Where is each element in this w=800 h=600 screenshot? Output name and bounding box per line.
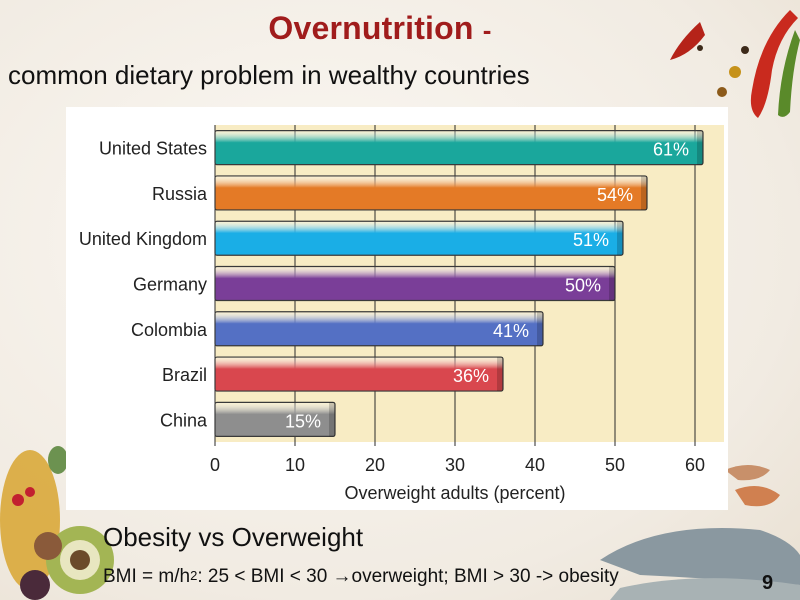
bmi-formula-rest: : 25 < BMI < 30 →overweight; BMI > 30 ->… bbox=[197, 566, 619, 587]
bmi-formula-exponent: 2 bbox=[190, 568, 198, 583]
bar-end-shade bbox=[497, 357, 503, 392]
bar bbox=[214, 130, 704, 166]
bar-value-label: 36% bbox=[453, 366, 489, 386]
x-tick-label: 50 bbox=[605, 455, 625, 475]
bar-value-label: 61% bbox=[653, 140, 689, 160]
category-label: United States bbox=[99, 139, 207, 159]
category-label: United Kingdom bbox=[79, 229, 207, 249]
slide-title-text: Overnutrition bbox=[268, 10, 474, 46]
bar bbox=[214, 311, 544, 347]
x-axis-label: Overweight adults (percent) bbox=[344, 483, 565, 503]
bar-chart-panel: 61% United States 54% Russia 51% United Kingd… bbox=[66, 107, 728, 510]
x-tick-label: 10 bbox=[285, 455, 305, 475]
chili-pepper-icon bbox=[670, 10, 800, 118]
bar-end-shade bbox=[329, 402, 335, 437]
slide-title-dash: - bbox=[482, 15, 492, 45]
bar-value-label: 15% bbox=[285, 411, 321, 431]
bar-end-shade bbox=[697, 130, 703, 165]
bar bbox=[214, 220, 624, 256]
category-label: Russia bbox=[152, 184, 208, 204]
bar bbox=[214, 401, 336, 437]
bar-value-label: 51% bbox=[573, 230, 609, 250]
bar-value-label: 50% bbox=[565, 276, 601, 296]
bar-value-label: 54% bbox=[597, 185, 633, 205]
fruit-decoration-icon bbox=[0, 446, 114, 600]
bar-value-label: 41% bbox=[493, 321, 529, 341]
x-tick-label: 60 bbox=[685, 455, 705, 475]
bar bbox=[214, 175, 648, 211]
bar-end-shade bbox=[609, 266, 615, 301]
x-tick-label: 20 bbox=[365, 455, 385, 475]
bar bbox=[214, 265, 616, 302]
bar-chart: 61% United States 54% Russia 51% United Kingd… bbox=[79, 125, 724, 503]
bar-end-shade bbox=[617, 221, 623, 256]
category-label: Germany bbox=[133, 275, 207, 295]
category-label: China bbox=[160, 410, 208, 430]
slide-title: Overnutrition - bbox=[0, 10, 760, 47]
category-label: Colombia bbox=[131, 320, 208, 340]
page-number: 9 bbox=[762, 572, 774, 594]
bar-end-shade bbox=[641, 175, 647, 210]
section-heading: Obesity vs Overweight bbox=[103, 522, 364, 552]
slide-subtitle: common dietary problem in wealthy countr… bbox=[8, 60, 530, 90]
category-label: Brazil bbox=[162, 365, 207, 385]
x-tick-label: 0 bbox=[210, 455, 220, 475]
bmi-formula: BMI = m/h2: 25 < BMI < 30 →overweight; B… bbox=[103, 566, 619, 588]
x-tick-label: 40 bbox=[525, 455, 545, 475]
bar bbox=[214, 356, 504, 392]
bmi-formula-prefix: BMI = m/h bbox=[103, 566, 191, 587]
bar-end-shade bbox=[537, 311, 543, 346]
fish-decoration-icon bbox=[600, 465, 800, 600]
x-tick-label: 30 bbox=[445, 455, 465, 475]
